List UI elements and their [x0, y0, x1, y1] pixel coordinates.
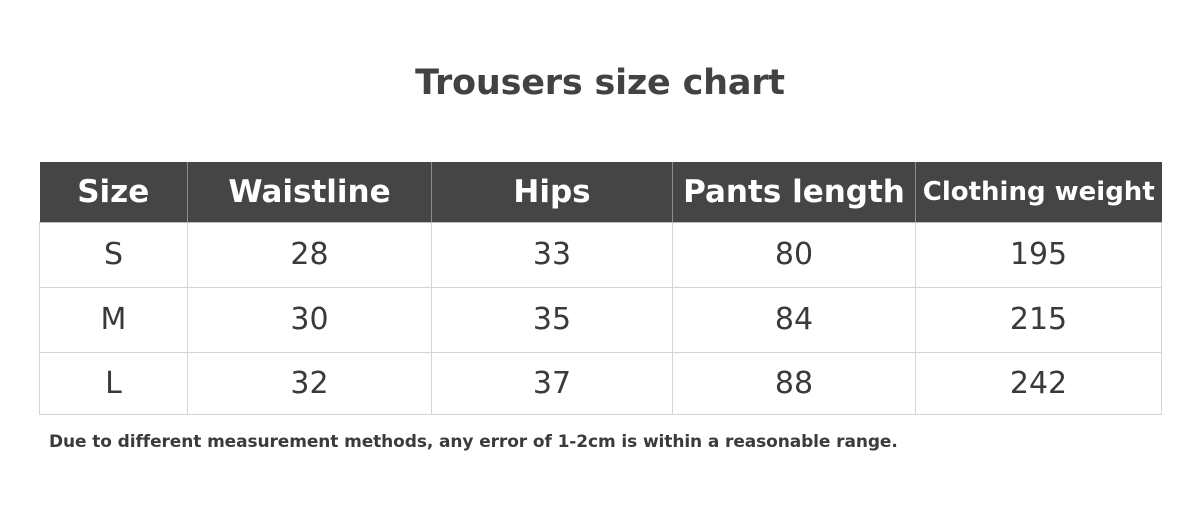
cell-pants-length: 88	[672, 352, 916, 415]
table-body: S 28 33 80 195 M 30 35 84 215 L 32 37 88…	[39, 222, 1162, 415]
cell-size: L	[39, 352, 188, 415]
cell-size: S	[39, 222, 188, 288]
page-title: Trousers size chart	[415, 63, 785, 103]
cell-waistline: 32	[187, 352, 432, 415]
cell-size: M	[39, 287, 188, 353]
cell-hips: 37	[431, 352, 673, 415]
cell-clothing-weight: 215	[915, 287, 1162, 353]
cell-pants-length: 84	[672, 287, 916, 353]
column-header-pants-length: Pants length	[672, 162, 916, 223]
cell-hips: 35	[431, 287, 673, 353]
cell-clothing-weight: 195	[915, 222, 1162, 288]
cell-clothing-weight: 242	[915, 352, 1162, 415]
cell-hips: 33	[431, 222, 673, 288]
table-row: S 28 33 80 195	[39, 222, 1162, 288]
cell-waistline: 28	[187, 222, 432, 288]
cell-pants-length: 80	[672, 222, 916, 288]
table-header: Size Waistline Hips Pants length Clothin…	[39, 162, 1162, 223]
column-header-size: Size	[39, 162, 188, 223]
measurement-disclaimer: Due to different measurement methods, an…	[49, 432, 898, 452]
table-row: L 32 37 88 242	[39, 352, 1162, 415]
cell-waistline: 30	[187, 287, 432, 353]
table-header-row: Size Waistline Hips Pants length Clothin…	[39, 162, 1162, 223]
table-row: M 30 35 84 215	[39, 287, 1162, 353]
column-header-waistline: Waistline	[187, 162, 432, 223]
column-header-hips: Hips	[431, 162, 673, 223]
size-chart-table: Size Waistline Hips Pants length Clothin…	[39, 162, 1162, 415]
column-header-clothing-weight: Clothing weight	[915, 162, 1162, 223]
